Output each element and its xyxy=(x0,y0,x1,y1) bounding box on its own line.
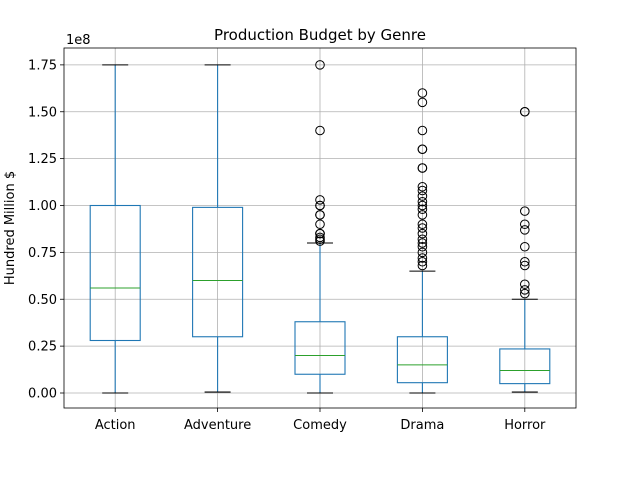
outlier-point xyxy=(417,219,428,230)
outlier-point xyxy=(520,106,530,117)
iqr-box xyxy=(89,204,141,342)
grid-layer xyxy=(64,48,576,408)
outlier-point xyxy=(315,195,325,205)
outlier-point xyxy=(417,260,428,271)
outlier-point xyxy=(417,241,428,252)
outlier-point xyxy=(520,225,530,235)
x-tick-label: Drama xyxy=(400,418,444,433)
outlier-point xyxy=(520,260,530,271)
box-layer xyxy=(89,60,551,394)
y-tick-label: 0.00 xyxy=(28,387,57,402)
outlier-point xyxy=(315,200,325,211)
x-tick-label: Horror xyxy=(504,418,546,433)
box-group-drama xyxy=(396,88,448,394)
outlier-point xyxy=(520,206,530,216)
outlier-point xyxy=(520,279,530,290)
box-group-horror xyxy=(499,106,551,393)
outlier-point xyxy=(417,223,428,233)
chart-title: Production Budget by Genre xyxy=(214,26,426,44)
outlier-point xyxy=(520,241,530,252)
outlier-point xyxy=(417,88,428,98)
outlier-point xyxy=(315,228,325,239)
outlier-point xyxy=(417,196,428,207)
outlier-point xyxy=(315,219,325,230)
y-axis-label: Hundred Million $ xyxy=(3,171,18,285)
y-tick-label: 0.25 xyxy=(28,340,57,355)
outlier-point xyxy=(520,256,530,267)
outlier-point xyxy=(417,191,428,201)
y-tick-label: 1.50 xyxy=(28,105,57,120)
outlier-point xyxy=(417,256,428,267)
y-tick-label: 0.50 xyxy=(28,293,57,308)
iqr-box xyxy=(294,321,346,375)
outlier-point xyxy=(520,219,530,230)
outlier-point xyxy=(417,163,428,173)
iqr-box xyxy=(396,336,448,384)
axes-layer: 0.00 0.25 0.50 0.75 1.00 1.25 1.50 1.75 Action Ad… xyxy=(28,47,577,433)
x-tick-label: Comedy xyxy=(293,418,347,433)
y-tick-label: 1.75 xyxy=(28,58,57,73)
outlier-point xyxy=(417,144,428,155)
y-tick-label: 1.25 xyxy=(28,152,57,167)
outlier-point xyxy=(417,97,428,108)
outlier-point xyxy=(315,236,325,246)
iqr-box xyxy=(499,348,551,385)
outlier-point xyxy=(417,185,428,196)
outlier-point xyxy=(417,247,428,258)
outlier-point xyxy=(315,125,325,136)
outlier-point xyxy=(417,253,428,263)
outlier-point xyxy=(520,288,530,299)
outlier-point xyxy=(315,60,325,70)
outlier-point xyxy=(417,234,428,245)
x-tick-label: Adventure xyxy=(184,418,251,433)
outlier-point xyxy=(417,210,428,220)
iqr-box xyxy=(192,206,244,338)
outlier-point xyxy=(520,285,530,295)
outlier-point xyxy=(315,210,325,220)
box-group-comedy xyxy=(294,60,346,394)
outlier-point xyxy=(417,125,428,136)
outlier-point xyxy=(417,238,428,248)
x-tick-label: Action xyxy=(95,418,136,433)
outlier-point xyxy=(417,228,428,239)
box-group-action xyxy=(89,64,141,394)
y-tick-label: 1.00 xyxy=(28,199,57,214)
box-group-adventure xyxy=(192,64,244,393)
outlier-point xyxy=(417,200,428,211)
outlier-point xyxy=(417,204,428,215)
outlier-point xyxy=(417,181,428,192)
y-offset-label: 1e8 xyxy=(66,33,91,48)
plot-frame xyxy=(63,47,577,409)
y-tick-label: 0.75 xyxy=(28,246,57,261)
